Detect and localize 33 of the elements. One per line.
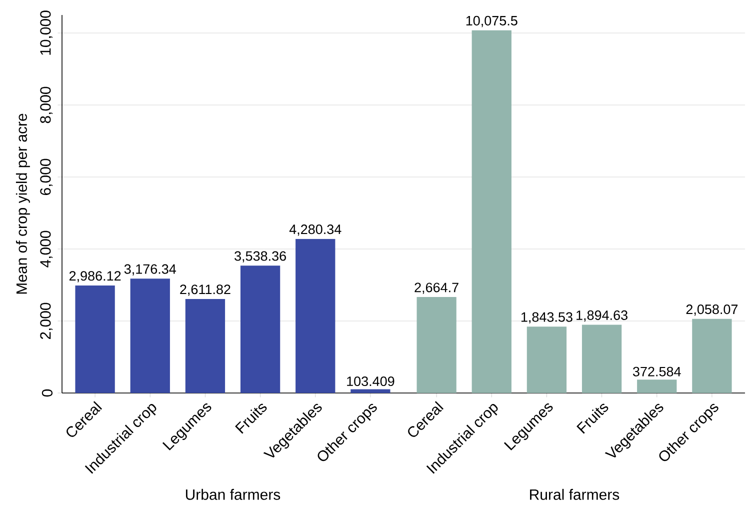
y-tick-label: 0	[42, 389, 53, 397]
y-tick-label: 6,000	[40, 158, 53, 195]
bar	[637, 380, 677, 393]
bar	[526, 326, 567, 393]
bar	[130, 278, 170, 393]
data-label: 103.409	[347, 376, 394, 386]
data-label: 3,538.36	[234, 251, 286, 262]
x-axis-title: Urban farmers	[186, 488, 280, 500]
y-tick-label: 2,000	[40, 302, 53, 340]
y-tick-label: 4,000	[40, 230, 53, 268]
bar	[296, 238, 336, 393]
y-tick-label: 8,000	[40, 86, 53, 124]
data-label: 3,176.34	[124, 264, 176, 276]
bar	[472, 30, 512, 393]
x-axis-title: Rural farmers	[530, 488, 620, 500]
data-label: 1,894.63	[576, 310, 628, 322]
bar	[185, 298, 226, 393]
bar	[240, 266, 280, 393]
y-axis-title: Mean of crop yield per acre	[16, 114, 30, 294]
data-label: 2,664.7	[414, 282, 458, 294]
data-label: 2,986.12	[69, 271, 121, 282]
bar	[416, 297, 456, 393]
data-label: 1,843.53	[521, 312, 572, 324]
data-label: 2,611.82	[180, 284, 230, 296]
bar	[692, 318, 732, 393]
data-label: 2,058.07	[686, 304, 738, 316]
y-tick-label: 10,000	[40, 10, 53, 55]
data-label: 10,075.5	[466, 16, 518, 28]
bar	[350, 389, 390, 393]
data-label: 4,280.34	[289, 224, 342, 236]
data-label: 372.584	[632, 366, 681, 376]
bar	[582, 324, 622, 393]
bar	[75, 285, 115, 393]
